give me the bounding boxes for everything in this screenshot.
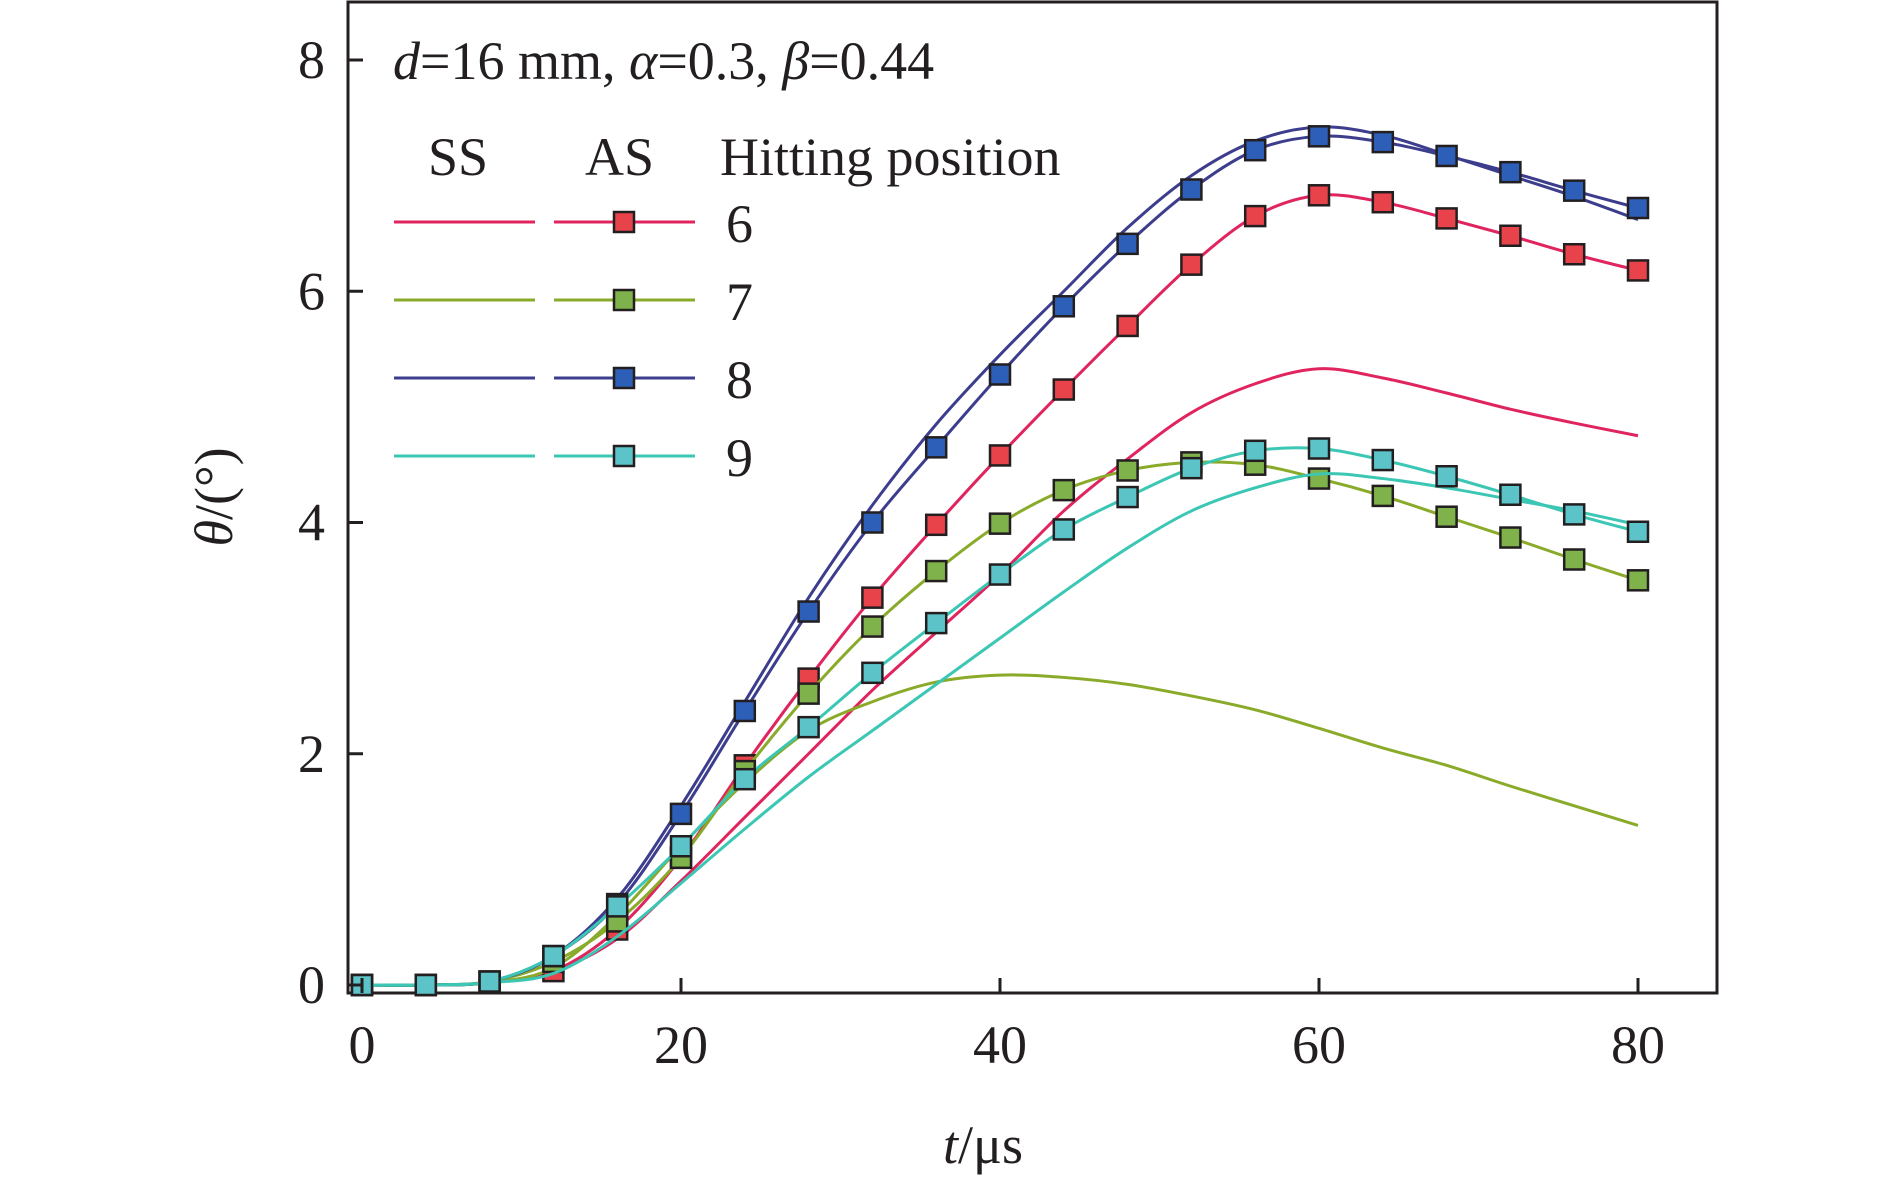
legend-as-marker-9	[612, 444, 636, 468]
as-marker-6	[1243, 204, 1267, 228]
as-marker-6	[924, 513, 948, 537]
legend-as-marker-8	[612, 366, 636, 390]
as-marker-6	[1435, 207, 1458, 230]
as-marker-9	[669, 835, 693, 858]
as-marker-8	[1371, 130, 1395, 154]
as-marker-7	[1435, 505, 1458, 528]
as-marker-8	[1180, 178, 1203, 201]
as-marker-6	[1562, 243, 1586, 266]
y-tick-label: 4	[298, 493, 325, 553]
as-marker-7	[1626, 569, 1650, 592]
as-marker-9	[1243, 439, 1267, 463]
as-marker-6	[1307, 184, 1331, 207]
as-marker-6	[1626, 259, 1650, 282]
x-tick-label: 20	[654, 1015, 708, 1075]
y-tick-label: 2	[298, 724, 325, 784]
legend-header-position: Hitting position	[720, 127, 1061, 187]
legend-as-marker-7	[612, 288, 636, 312]
as-marker-7	[797, 682, 820, 705]
y-axis-title: θ/(°)	[184, 447, 244, 546]
as-marker-8	[1307, 125, 1331, 148]
legend-rows: 6 7 8 9	[394, 194, 753, 488]
as-marker-7	[924, 559, 948, 583]
plot-frame	[346, 0, 1719, 995]
y-tick-label: 6	[298, 261, 325, 321]
as-marker-8	[733, 699, 757, 723]
as-marker-8	[1435, 144, 1458, 168]
as-marker-9	[1626, 520, 1650, 543]
legend-header-as: AS	[585, 127, 654, 187]
as-marker-7	[1116, 459, 1139, 482]
as-marker-6	[988, 444, 1012, 467]
as-marker-8	[924, 436, 948, 459]
as-marker-9	[988, 563, 1012, 586]
as-marker-8	[1626, 196, 1650, 220]
ss-line-8	[361, 125, 1639, 987]
y-tick-label: 8	[298, 30, 325, 90]
y-tick-label: 0	[298, 955, 325, 1015]
as-marker-8	[988, 363, 1012, 386]
annotation: d=16 mm, α=0.3, β=0.44	[393, 31, 934, 91]
as-marker-6	[861, 586, 884, 609]
as-line-6	[361, 193, 1639, 987]
as-marker-8	[797, 600, 820, 623]
as-marker-9	[1116, 485, 1139, 509]
as-marker-6	[1180, 253, 1203, 276]
x-tick-label: 40	[973, 1015, 1027, 1075]
x-tick-label: 60	[1292, 1015, 1346, 1075]
as-marker-7	[1499, 526, 1522, 549]
legend-label-7: 7	[726, 272, 753, 332]
as-marker-9	[1435, 465, 1458, 488]
ss-line-9	[361, 472, 1639, 987]
legend-as-marker-6	[612, 210, 636, 234]
as-marker-8	[1499, 160, 1522, 184]
as-marker-9	[861, 661, 884, 685]
x-axis-title: t/μs	[943, 1115, 1023, 1175]
axis-layer: 0 20 40 60 80 0 2 4 6 8	[298, 30, 1665, 1075]
ss-line-7	[361, 673, 1639, 987]
as-marker-7	[1562, 548, 1586, 571]
as-marker-6	[1116, 314, 1139, 338]
as-marker-6	[1371, 190, 1395, 214]
as-marker-9	[1052, 518, 1076, 541]
as-marker-9	[478, 970, 501, 993]
as-marker-6	[1052, 378, 1076, 401]
legend-label-8: 8	[726, 350, 753, 410]
legend-label-9: 9	[726, 428, 753, 488]
legend: SS AS Hitting position 6 7 8 9	[394, 127, 1061, 488]
x-tick-label: 80	[1611, 1015, 1665, 1075]
as-marker-9	[1307, 437, 1331, 460]
as-line-7	[361, 460, 1639, 987]
as-marker-9	[542, 944, 565, 968]
as-marker-8	[1116, 232, 1139, 256]
as-marker-8	[1562, 179, 1586, 202]
legend-label-6: 6	[726, 194, 753, 254]
as-marker-7	[1307, 467, 1331, 490]
as-marker-7	[1052, 478, 1076, 502]
as-marker-9	[605, 895, 629, 918]
as-marker-7	[988, 512, 1012, 535]
as-marker-9	[924, 611, 948, 635]
as-marker-7	[1371, 484, 1395, 508]
as-marker-9	[414, 973, 438, 997]
as-marker-9	[1371, 448, 1395, 472]
as-marker-9	[1499, 483, 1522, 506]
as-marker-8	[1243, 138, 1267, 162]
legend-header-ss: SS	[428, 127, 488, 187]
as-marker-9	[1562, 503, 1586, 526]
x-tick-label: 0	[349, 1015, 376, 1075]
as-line-8	[361, 134, 1639, 987]
as-marker-8	[1052, 295, 1076, 318]
series-layer	[350, 125, 1650, 997]
as-marker-6	[1499, 224, 1522, 247]
as-marker-7	[861, 615, 884, 638]
as-marker-9	[797, 715, 820, 739]
as-marker-9	[1180, 456, 1203, 480]
as-marker-9	[733, 767, 757, 791]
as-marker-8	[861, 511, 884, 534]
as-marker-8	[669, 802, 693, 826]
